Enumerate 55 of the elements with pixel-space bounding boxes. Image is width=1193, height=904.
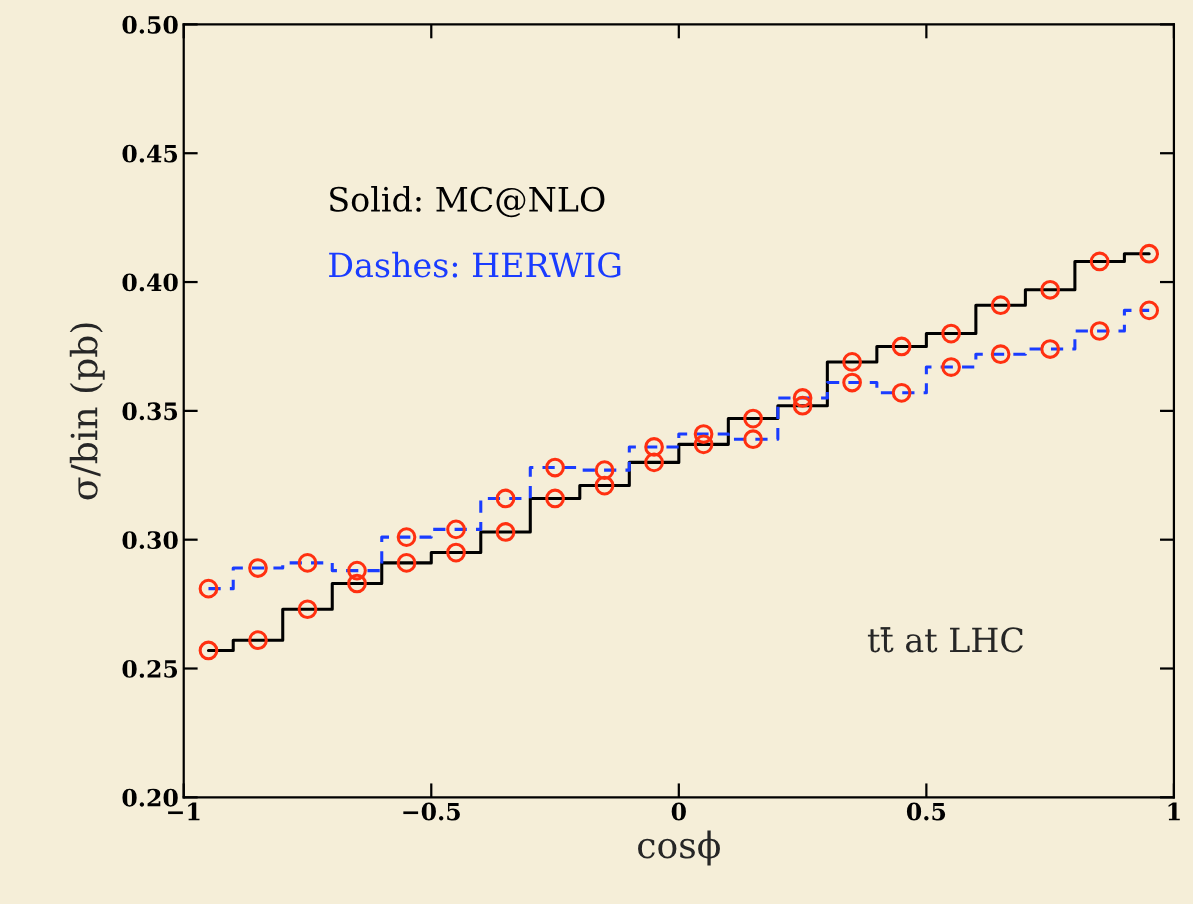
- point: [644, 437, 664, 457]
- point: [297, 553, 318, 573]
- y-tick-label: 0.50: [122, 15, 178, 34]
- point: [1040, 279, 1060, 300]
- y-axis-title: σ/bin (pb): [69, 323, 105, 500]
- point: [396, 527, 417, 547]
- annotation: tt̄ at LHC: [867, 627, 1023, 653]
- text: Dashes: HERWIG: [329, 251, 621, 278]
- point: [1139, 300, 1160, 321]
- point: [545, 488, 565, 509]
- y-tick-label: 0.35: [122, 402, 178, 421]
- point: [347, 573, 367, 594]
- point: [198, 578, 219, 599]
- text: Solid: MC@NLO: [330, 186, 605, 218]
- point: [941, 357, 961, 377]
- point: [1089, 251, 1110, 272]
- point: [891, 382, 912, 403]
- point: [248, 558, 268, 578]
- y-tick-label: 0.45: [122, 144, 178, 163]
- point: [743, 408, 763, 429]
- point: [792, 395, 813, 416]
- x-tick-label: 0: [671, 802, 686, 821]
- point: [495, 488, 516, 509]
- point: [693, 434, 714, 455]
- point: [198, 640, 219, 661]
- point: [792, 388, 813, 408]
- point: [297, 599, 318, 620]
- point: [396, 553, 417, 573]
- point: [941, 323, 961, 344]
- y-tick-label: 0.40: [122, 273, 178, 292]
- point: [594, 475, 615, 496]
- x-tick-label: −0.5: [403, 802, 460, 821]
- y-tick-label: 0.30: [122, 531, 178, 549]
- point: [248, 630, 268, 651]
- y-tick-label: 0.25: [122, 659, 178, 678]
- x-axis-title: cosϕ: [638, 830, 720, 866]
- point: [594, 460, 615, 480]
- point: [1089, 321, 1110, 341]
- point: [1139, 243, 1160, 264]
- x-tick-label: 0.5: [906, 802, 946, 821]
- point: [446, 542, 466, 563]
- x-tick-label: 1: [1168, 802, 1180, 821]
- point: [347, 560, 367, 581]
- point: [990, 295, 1011, 316]
- point: [743, 429, 763, 450]
- point: [545, 457, 565, 478]
- point: [842, 372, 862, 393]
- point: [842, 352, 862, 372]
- point: [644, 452, 664, 473]
- point: [693, 424, 714, 444]
- point: [446, 519, 466, 540]
- point: [891, 336, 912, 357]
- point: [495, 522, 516, 542]
- point: [1040, 339, 1060, 359]
- point: [990, 344, 1011, 365]
